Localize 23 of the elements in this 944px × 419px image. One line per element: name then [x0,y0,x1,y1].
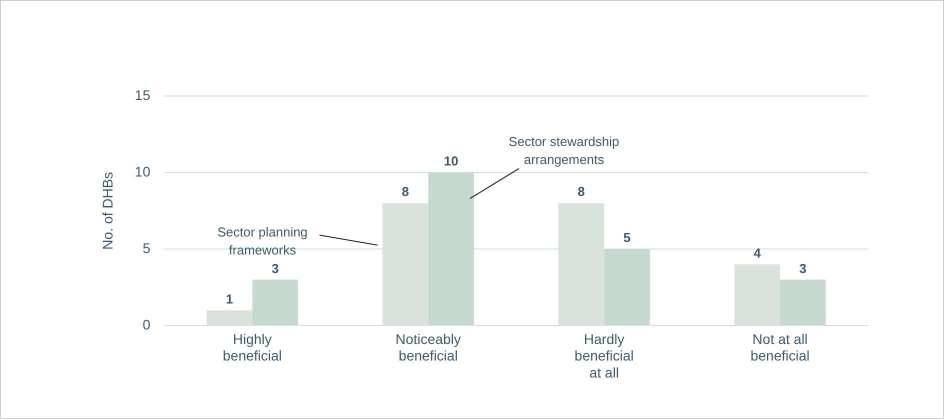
y-tick-label: 0 [142,316,151,332]
data-label: 8 [578,184,585,200]
data-label: 4 [754,245,762,260]
data-label: 1 [226,291,234,306]
x-tick-label: Highly beneficial [222,330,282,364]
y-tick-label: 5 [142,240,151,256]
data-label: 8 [402,184,409,200]
x-tick-label: Noticeably beneficial [396,330,461,364]
y-tick-label: 15 [134,86,151,103]
data-label: 3 [272,260,279,276]
data-label: 10 [444,154,458,169]
data-label: 3 [799,260,807,276]
x-tick-label: Not at all beneficial [750,330,810,364]
bar [428,172,474,326]
bar [252,280,298,326]
text: Sector planning frameworks [217,224,308,258]
x-tick-label: Hardly beneficial at all [574,330,634,380]
y-tick-label: 10 [134,163,151,180]
bar [604,249,650,326]
text: Sector stewardship arrangements [508,134,620,168]
bar [780,280,826,326]
data-label: 5 [623,230,631,246]
y-axis-title: No. of DHBs [99,172,116,250]
